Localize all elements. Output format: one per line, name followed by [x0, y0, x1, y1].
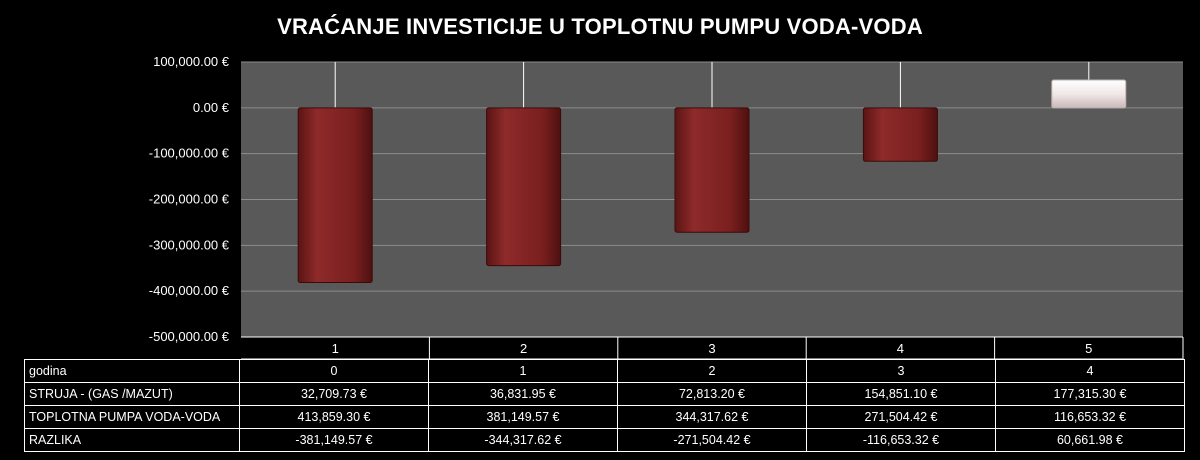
table-cell: 60,661.98 € — [995, 428, 1185, 452]
y-tick-label: -500,000.00 € — [149, 329, 230, 344]
table-cell: 1 — [428, 359, 618, 383]
bar — [674, 107, 750, 233]
x-tick-label: 5 — [1085, 341, 1092, 356]
table-cell: 344,317.62 € — [617, 405, 807, 429]
table-row: TOPLOTNA PUMPA VODA-VODA 413,859.30 €381,… — [24, 405, 1185, 429]
x-tick-label: 4 — [897, 341, 904, 356]
table-row-label: godina — [24, 359, 240, 383]
y-tick-label: -400,000.00 € — [149, 283, 230, 298]
table-cell: -344,317.62 € — [428, 428, 618, 452]
table-row-label: RAZLIKA — [24, 428, 240, 452]
table-cell: 36,831.95 € — [428, 382, 618, 406]
y-tick-label: 100,000.00 € — [153, 54, 230, 69]
table-row: STRUJA - (GAS /MAZUT) 32,709.73 €36,831.9… — [24, 382, 1185, 406]
table-row-label: STRUJA - (GAS /MAZUT) — [24, 382, 240, 406]
table-cell: 4 — [995, 359, 1185, 383]
bar — [297, 107, 373, 284]
y-tick-label: 0.00 € — [193, 100, 230, 115]
y-tick-label: -100,000.00 € — [149, 146, 230, 161]
table-cell: 116,653.32 € — [995, 405, 1185, 429]
bar — [486, 107, 562, 267]
x-tick-label: 2 — [520, 341, 527, 356]
table-cell: 154,851.10 € — [806, 382, 996, 406]
table-cell: 3 — [806, 359, 996, 383]
table-cell: 271,504.42 € — [806, 405, 996, 429]
table-cell: -116,653.32 € — [806, 428, 996, 452]
x-tick-label: 3 — [708, 341, 715, 356]
y-tick-label: -300,000.00 € — [149, 237, 230, 252]
table-cell: 381,149.57 € — [428, 405, 618, 429]
x-tick-label: 1 — [332, 341, 339, 356]
table-row: RAZLIKA -381,149.57 € -344,317.62 € -271,50… — [24, 428, 1185, 452]
table-cell: 72,813.20 € — [617, 382, 807, 406]
table-cell: -381,149.57 € — [239, 428, 429, 452]
data-table: godina 0 1 2 3 4 STRUJA - (GAS /MAZUT) 32,709.7… — [24, 359, 1185, 452]
table-cell: 177,315.30 € — [995, 382, 1185, 406]
table-cell: 2 — [617, 359, 807, 383]
table-cell: 32,709.73 € — [239, 382, 429, 406]
chart-title: VRAĆANJE INVESTICIJE U TOPLOTNU PUMPU VO… — [277, 14, 923, 39]
table-cell: 413,859.30 € — [239, 405, 429, 429]
table-cell: -271,504.42 € — [617, 428, 807, 452]
y-tick-label: -200,000.00 € — [149, 192, 230, 207]
table-cell: 0 — [239, 359, 429, 383]
bar — [1051, 79, 1127, 109]
table-row: godina 0 1 2 3 4 — [24, 359, 1185, 383]
table-row-label: TOPLOTNA PUMPA VODA-VODA — [24, 405, 240, 429]
bar — [862, 107, 938, 162]
